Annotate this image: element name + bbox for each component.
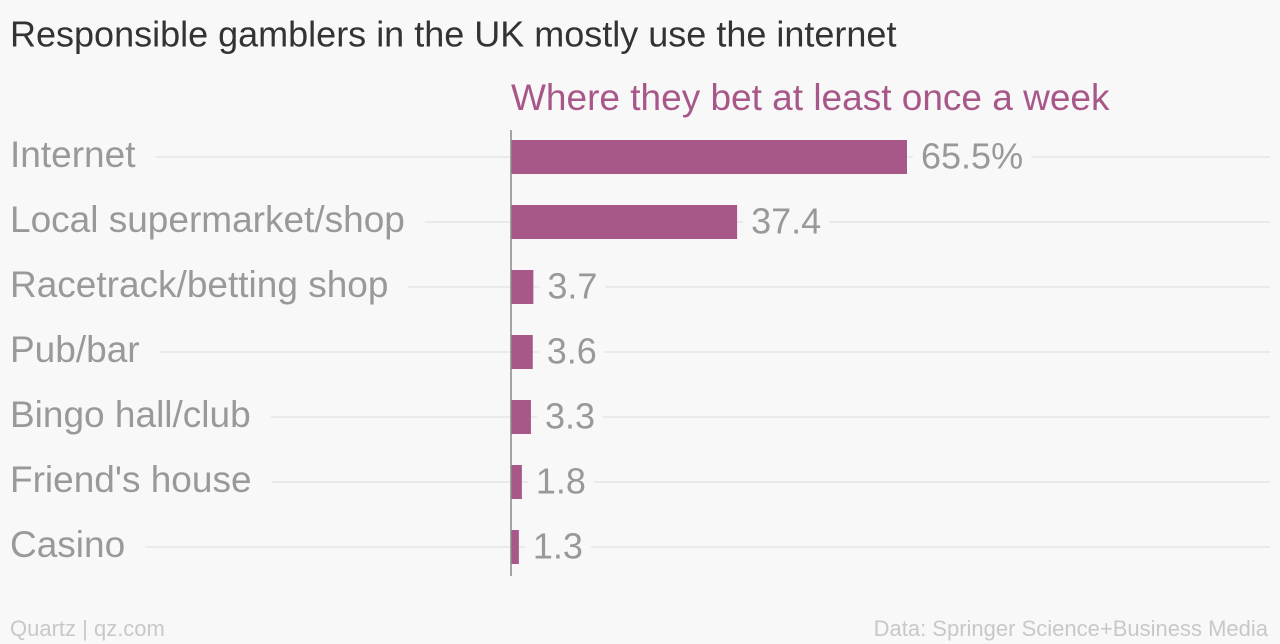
bar: [511, 205, 738, 239]
label-bg: [539, 267, 606, 307]
chart-title: Responsible gamblers in the UK mostly us…: [10, 14, 896, 55]
bar: [511, 140, 907, 174]
category-label: Internet: [10, 134, 136, 175]
label-bg: [538, 332, 605, 372]
category-label: Bingo hall/club: [10, 394, 251, 435]
label-bg: [527, 462, 594, 502]
category-label: Casino: [10, 524, 125, 565]
value-label: 1.8: [536, 461, 586, 502]
label-bg: [536, 397, 603, 437]
category-label: Racetrack/betting shop: [10, 264, 388, 305]
bar: [511, 465, 522, 499]
bar: [511, 270, 534, 304]
category-label: Friend's house: [10, 459, 252, 500]
credit: Quartz | qz.com: [10, 616, 165, 641]
category-label: Local supermarket/shop: [10, 199, 405, 240]
bar: [511, 335, 533, 369]
label-bg: [743, 202, 830, 242]
value-label: 37.4: [751, 201, 821, 242]
value-label: 65.5%: [921, 136, 1023, 177]
category-label: Pub/bar: [10, 329, 140, 370]
value-label: 3.6: [547, 331, 597, 372]
value-label: 1.3: [533, 526, 583, 567]
chart-subtitle: Where they bet at least once a week: [511, 77, 1110, 118]
bar: [511, 530, 519, 564]
label-bg: [524, 527, 591, 567]
value-label: 3.7: [547, 266, 597, 307]
bar: [511, 400, 531, 434]
value-label: 3.3: [545, 396, 595, 437]
label-bg: [913, 137, 1032, 177]
source: Data: Springer Science+Business Media: [874, 616, 1269, 641]
